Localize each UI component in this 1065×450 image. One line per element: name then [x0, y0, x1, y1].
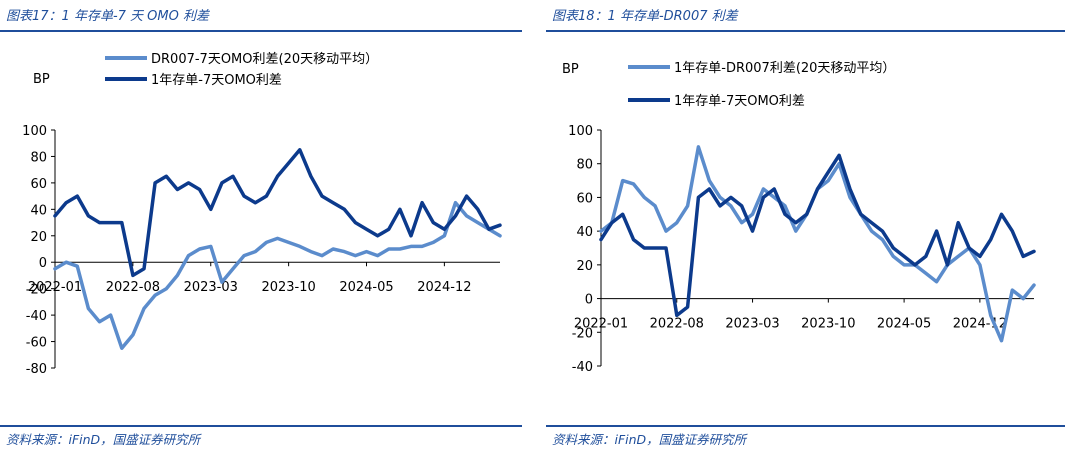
y-tick-label: 40 — [576, 225, 593, 240]
y-tick-label: 20 — [576, 259, 593, 274]
y-tick-label: 100 — [568, 124, 593, 139]
y-tick-label: -40 — [572, 360, 593, 375]
y-tick-label: 0 — [585, 293, 593, 308]
series-line-2 — [53, 148, 502, 278]
line-chart: BP -80 -60 -40 -20 0 20 40 60 80 100 2022-01 2022-08… — [22, 52, 502, 377]
x-tick-label: 2022-08 — [650, 317, 704, 332]
y-tick-label: 0 — [39, 256, 47, 271]
y-tick-label: -40 — [26, 309, 47, 324]
chart-title: 图表17：1 年存单-7 天 OMO 利差 — [6, 9, 209, 24]
legend-label: 1年存单-7天OMO利差 — [151, 73, 282, 88]
x-tick-label: 2023-03 — [725, 317, 779, 332]
source-rule — [0, 425, 522, 427]
y-tick-label: 80 — [30, 150, 47, 165]
x-tick-label: 2022-01 — [28, 280, 82, 295]
x-tick-label: 2024-05 — [339, 280, 393, 295]
y-axis-label: BP — [562, 62, 579, 77]
x-tick-label: 2024-05 — [877, 317, 931, 332]
y-tick-label: 60 — [576, 191, 593, 206]
source-note: 资料来源：iFinD，国盛证券研究所 — [552, 432, 747, 447]
y-axis-label: BP — [33, 72, 50, 87]
y-tick-label: -20 — [572, 326, 593, 341]
legend-label: 1年存单-7天OMO利差 — [674, 94, 805, 109]
chart-panel-left: 图表17：1 年存单-7 天 OMO 利差 BP -80 -60 -40 -20 0 20 4… — [0, 0, 522, 450]
y-tick-label: 20 — [30, 230, 47, 245]
y-tick-label: -20 — [26, 283, 47, 298]
x-tick-label: 2023-10 — [261, 280, 315, 295]
title-rule — [546, 30, 1065, 32]
source-note: 资料来源：iFinD，国盛证券研究所 — [6, 432, 201, 447]
chart-panel-right: 图表18：1 年存单-DR007 利差 BP -40 -20 0 20 40 60 80 100… — [546, 0, 1065, 450]
series-line-2 — [599, 153, 1036, 318]
y-tick-label: 100 — [22, 124, 47, 139]
series-line-1 — [53, 200, 502, 350]
x-tick-label: 2023-10 — [801, 317, 855, 332]
legend-label: 1年存单-DR007利差(20天移动平均） — [674, 61, 895, 76]
x-tick-label: 2024-12 — [953, 317, 1007, 332]
x-tick-label: 2022-01 — [574, 317, 628, 332]
y-tick-label: 80 — [576, 158, 593, 173]
title-rule — [0, 30, 522, 32]
source-rule — [546, 425, 1065, 427]
y-tick-label: 40 — [30, 203, 47, 218]
x-tick-label: 2022-08 — [106, 280, 160, 295]
line-chart: BP -40 -20 0 20 40 60 80 100 2022-01 2022-08 2023-0… — [562, 61, 1036, 375]
y-tick-label: -80 — [26, 362, 47, 377]
legend-label: DR007-7天OMO利差(20天移动平均） — [151, 52, 378, 67]
chart-title: 图表18：1 年存单-DR007 利差 — [552, 9, 738, 24]
x-tick-label: 2024-12 — [417, 280, 471, 295]
y-tick-label: -60 — [26, 336, 47, 351]
y-tick-label: 60 — [30, 177, 47, 192]
x-tick-label: 2023-03 — [184, 280, 238, 295]
